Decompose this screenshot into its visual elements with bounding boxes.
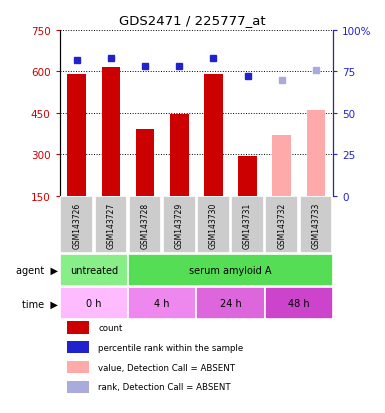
- Text: time  ▶: time ▶: [22, 299, 58, 309]
- Text: GSM143730: GSM143730: [209, 202, 218, 248]
- Text: 24 h: 24 h: [220, 299, 241, 309]
- Text: GDS2471 / 225777_at: GDS2471 / 225777_at: [119, 14, 266, 27]
- Text: GSM143732: GSM143732: [277, 202, 286, 248]
- Bar: [197, 197, 230, 254]
- Bar: [60, 255, 128, 286]
- Bar: [272, 135, 291, 196]
- Bar: [60, 197, 93, 254]
- Bar: [128, 288, 196, 319]
- Text: rank, Detection Call = ABSENT: rank, Detection Call = ABSENT: [98, 382, 231, 392]
- Bar: [170, 115, 189, 196]
- Text: GSM143728: GSM143728: [141, 202, 150, 248]
- Bar: [300, 197, 332, 254]
- Text: GSM143726: GSM143726: [72, 202, 81, 248]
- Text: count: count: [98, 323, 122, 332]
- Bar: [204, 75, 223, 196]
- Bar: [238, 156, 257, 196]
- Bar: [163, 197, 196, 254]
- Bar: [196, 288, 264, 319]
- Text: serum amyloid A: serum amyloid A: [189, 266, 272, 275]
- Text: value, Detection Call = ABSENT: value, Detection Call = ABSENT: [98, 363, 235, 372]
- Text: 4 h: 4 h: [154, 299, 170, 309]
- Text: untreated: untreated: [70, 266, 118, 275]
- Bar: [102, 68, 121, 196]
- Bar: [128, 255, 333, 286]
- Bar: [231, 197, 264, 254]
- Bar: [129, 197, 161, 254]
- Bar: [265, 197, 298, 254]
- Bar: [67, 75, 86, 196]
- Bar: [95, 197, 127, 254]
- Bar: [306, 111, 325, 196]
- Text: GSM143729: GSM143729: [175, 202, 184, 248]
- Text: GSM143733: GSM143733: [311, 202, 320, 248]
- Text: 0 h: 0 h: [86, 299, 102, 309]
- Bar: [60, 288, 128, 319]
- Text: agent  ▶: agent ▶: [16, 266, 58, 275]
- Text: GSM143731: GSM143731: [243, 202, 252, 248]
- Text: percentile rank within the sample: percentile rank within the sample: [98, 343, 243, 352]
- Text: GSM143727: GSM143727: [106, 202, 115, 248]
- Text: 48 h: 48 h: [288, 299, 310, 309]
- Bar: [265, 288, 333, 319]
- Bar: [136, 130, 154, 196]
